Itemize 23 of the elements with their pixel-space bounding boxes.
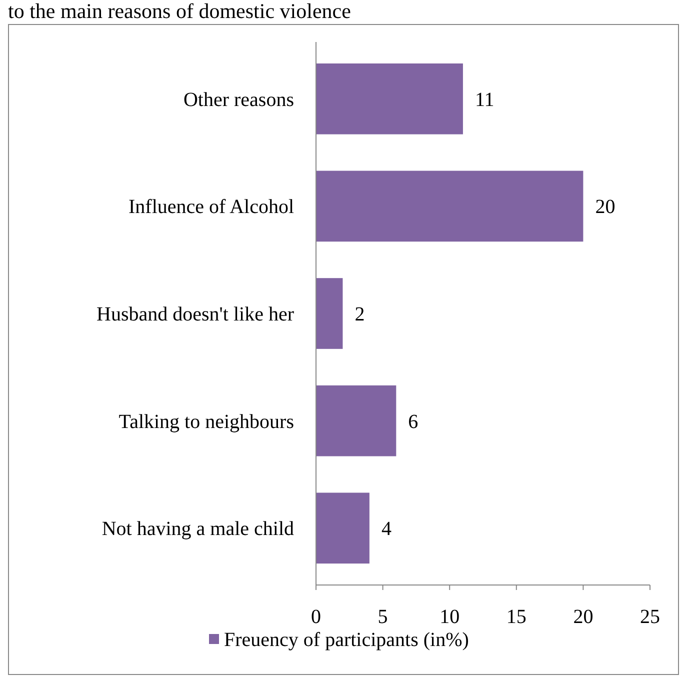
data-label: 6 bbox=[408, 410, 418, 433]
bar bbox=[316, 170, 584, 242]
bar bbox=[316, 63, 463, 134]
x-tick-label: 25 bbox=[640, 606, 660, 628]
bar bbox=[316, 385, 396, 456]
y-tick-label: Not having a male child bbox=[102, 518, 294, 540]
y-tick-label: Husband doesn't like her bbox=[96, 304, 294, 326]
x-tick-label: 15 bbox=[506, 606, 526, 628]
data-label: 2 bbox=[354, 304, 365, 326]
x-tick-label: 5 bbox=[378, 606, 388, 628]
data-label: 11 bbox=[474, 88, 494, 111]
bar bbox=[316, 492, 370, 564]
legend-label: Freuency of participants (in%) bbox=[224, 629, 469, 651]
bar bbox=[316, 278, 343, 349]
y-tick-label: Influence of Alcohol bbox=[128, 196, 294, 218]
data-label: 4 bbox=[381, 518, 392, 540]
y-tick-label: Other reasons bbox=[183, 88, 294, 111]
data-label: 20 bbox=[595, 196, 616, 218]
chart-title: to the main reasons of domestic violence bbox=[8, 0, 351, 23]
x-tick-label: 10 bbox=[440, 606, 460, 628]
x-tick-label: 0 bbox=[311, 606, 321, 628]
x-tick-label: 20 bbox=[573, 606, 594, 628]
y-tick-label: Talking to neighbours bbox=[118, 410, 294, 433]
